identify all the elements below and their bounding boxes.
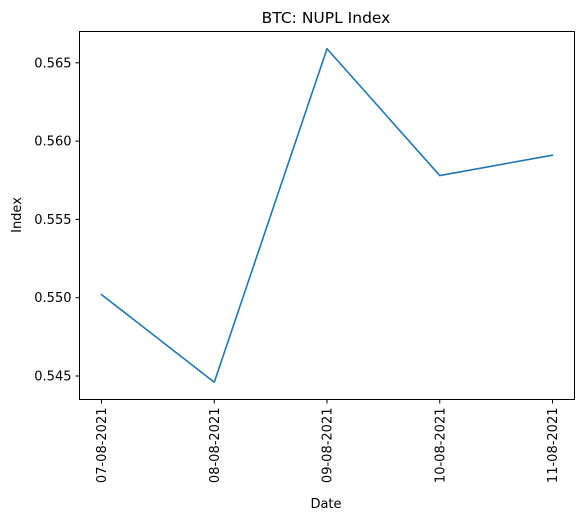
y-axis: 0.545 0.550 0.555 0.560 0.565 xyxy=(34,56,80,385)
y-tick-label: 0.555 xyxy=(34,213,71,228)
y-tick-label: 0.560 xyxy=(34,135,71,150)
x-tick-label: 11-08-2021 xyxy=(546,408,561,484)
plot-area-frame xyxy=(79,31,575,400)
x-axis-label: Date xyxy=(310,497,341,512)
y-tick-label: 0.545 xyxy=(34,370,71,385)
chart-title: BTC: NUPL Index xyxy=(262,9,391,27)
y-tick-label: 0.550 xyxy=(34,291,71,306)
series-line xyxy=(100,47,554,384)
series-layer xyxy=(100,47,554,384)
x-tick-label: 09-08-2021 xyxy=(321,408,336,484)
x-tick-label: 07-08-2021 xyxy=(95,408,110,484)
y-axis-label: Index xyxy=(10,197,25,233)
x-axis: 07-08-2021 08-08-2021 09-08-2021 10-08-2021… xyxy=(95,399,561,484)
y-tick-label: 0.565 xyxy=(34,56,71,71)
x-tick-label: 08-08-2021 xyxy=(208,408,223,484)
x-tick-label: 10-08-2021 xyxy=(433,408,448,484)
